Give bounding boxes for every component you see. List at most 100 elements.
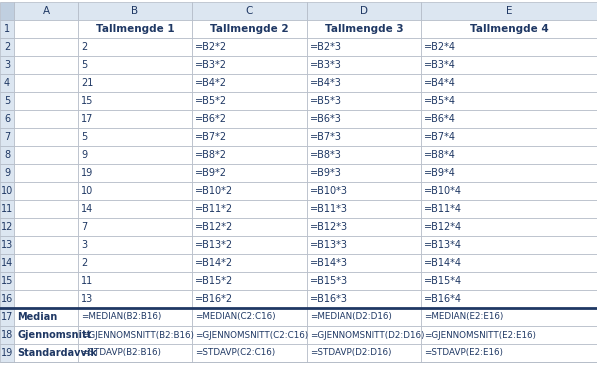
Bar xyxy=(307,92,421,110)
Bar xyxy=(78,38,192,56)
Bar xyxy=(421,146,597,164)
Text: =B3*2: =B3*2 xyxy=(195,60,227,70)
Bar xyxy=(14,74,78,92)
Bar xyxy=(78,92,192,110)
Bar xyxy=(307,236,421,254)
Bar xyxy=(421,182,597,200)
Text: Tallmengde 1: Tallmengde 1 xyxy=(96,24,174,34)
Text: 13: 13 xyxy=(1,240,13,250)
Bar xyxy=(78,146,192,164)
Bar xyxy=(307,254,421,272)
Text: Standardavvik: Standardavvik xyxy=(17,348,97,358)
Bar xyxy=(14,182,78,200)
Bar xyxy=(78,272,192,290)
Text: =B5*2: =B5*2 xyxy=(195,96,227,106)
Text: 12: 12 xyxy=(1,222,13,232)
Bar xyxy=(0,164,14,182)
Bar xyxy=(192,38,307,56)
Text: =MEDIAN(B2:B16): =MEDIAN(B2:B16) xyxy=(81,312,161,321)
Bar xyxy=(0,326,14,344)
Text: 19: 19 xyxy=(81,168,93,178)
Text: =B13*2: =B13*2 xyxy=(195,240,233,250)
Text: =B16*2: =B16*2 xyxy=(195,294,233,304)
Bar xyxy=(307,290,421,308)
Text: 13: 13 xyxy=(81,294,93,304)
Text: E: E xyxy=(506,6,512,16)
Bar xyxy=(14,344,78,362)
Text: =B2*4: =B2*4 xyxy=(424,42,456,52)
Text: =B15*2: =B15*2 xyxy=(195,276,233,286)
Text: =B7*4: =B7*4 xyxy=(424,132,456,142)
Text: 7: 7 xyxy=(81,222,87,232)
Text: =B12*4: =B12*4 xyxy=(424,222,462,232)
Bar xyxy=(192,92,307,110)
Text: =GJENNOMSNITT(D2:D16): =GJENNOMSNITT(D2:D16) xyxy=(310,330,424,339)
Text: =B15*3: =B15*3 xyxy=(310,276,348,286)
Text: 2: 2 xyxy=(81,258,87,268)
Bar xyxy=(0,110,14,128)
Bar xyxy=(14,146,78,164)
Text: =MEDIAN(D2:D16): =MEDIAN(D2:D16) xyxy=(310,312,392,321)
Text: =B8*2: =B8*2 xyxy=(195,150,227,160)
Bar xyxy=(307,182,421,200)
Text: =STDAVP(B2:B16): =STDAVP(B2:B16) xyxy=(81,348,161,358)
Bar xyxy=(78,236,192,254)
Bar xyxy=(78,164,192,182)
Text: =B11*2: =B11*2 xyxy=(195,204,233,214)
Bar xyxy=(0,146,14,164)
Bar xyxy=(421,38,597,56)
Bar xyxy=(78,182,192,200)
Bar xyxy=(78,254,192,272)
Bar xyxy=(421,272,597,290)
Bar xyxy=(192,182,307,200)
Bar xyxy=(421,308,597,326)
Bar xyxy=(307,128,421,146)
Text: =B6*3: =B6*3 xyxy=(310,114,342,124)
Text: B: B xyxy=(131,6,139,16)
Text: =B6*2: =B6*2 xyxy=(195,114,227,124)
Text: =B5*4: =B5*4 xyxy=(424,96,456,106)
Bar xyxy=(307,38,421,56)
Text: =B9*4: =B9*4 xyxy=(424,168,456,178)
Bar xyxy=(14,272,78,290)
Bar xyxy=(307,272,421,290)
Bar xyxy=(78,128,192,146)
Bar xyxy=(14,254,78,272)
Text: =MEDIAN(E2:E16): =MEDIAN(E2:E16) xyxy=(424,312,503,321)
Text: 2: 2 xyxy=(81,42,87,52)
Text: =B13*3: =B13*3 xyxy=(310,240,348,250)
Bar xyxy=(307,2,421,20)
Bar xyxy=(78,200,192,218)
Bar xyxy=(14,38,78,56)
Bar xyxy=(192,272,307,290)
Text: 18: 18 xyxy=(1,330,13,340)
Bar xyxy=(14,290,78,308)
Bar xyxy=(192,218,307,236)
Text: Median: Median xyxy=(17,312,57,322)
Bar xyxy=(421,344,597,362)
Bar xyxy=(78,20,192,38)
Bar xyxy=(421,92,597,110)
Bar xyxy=(192,344,307,362)
Text: 11: 11 xyxy=(1,204,13,214)
Text: =B4*2: =B4*2 xyxy=(195,78,227,88)
Bar xyxy=(0,218,14,236)
Bar xyxy=(0,254,14,272)
Text: =B11*3: =B11*3 xyxy=(310,204,348,214)
Text: 8: 8 xyxy=(4,150,10,160)
Bar xyxy=(0,344,14,362)
Text: =B14*2: =B14*2 xyxy=(195,258,233,268)
Bar xyxy=(421,128,597,146)
Text: =STDAVP(C2:C16): =STDAVP(C2:C16) xyxy=(195,348,275,358)
Bar xyxy=(421,2,597,20)
Bar xyxy=(14,110,78,128)
Bar xyxy=(421,218,597,236)
Bar xyxy=(192,290,307,308)
Bar xyxy=(421,290,597,308)
Text: =GJENNOMSNITT(B2:B16): =GJENNOMSNITT(B2:B16) xyxy=(81,330,194,339)
Text: 5: 5 xyxy=(81,132,87,142)
Text: =B3*3: =B3*3 xyxy=(310,60,342,70)
Bar xyxy=(78,56,192,74)
Bar xyxy=(307,164,421,182)
Text: 5: 5 xyxy=(4,96,10,106)
